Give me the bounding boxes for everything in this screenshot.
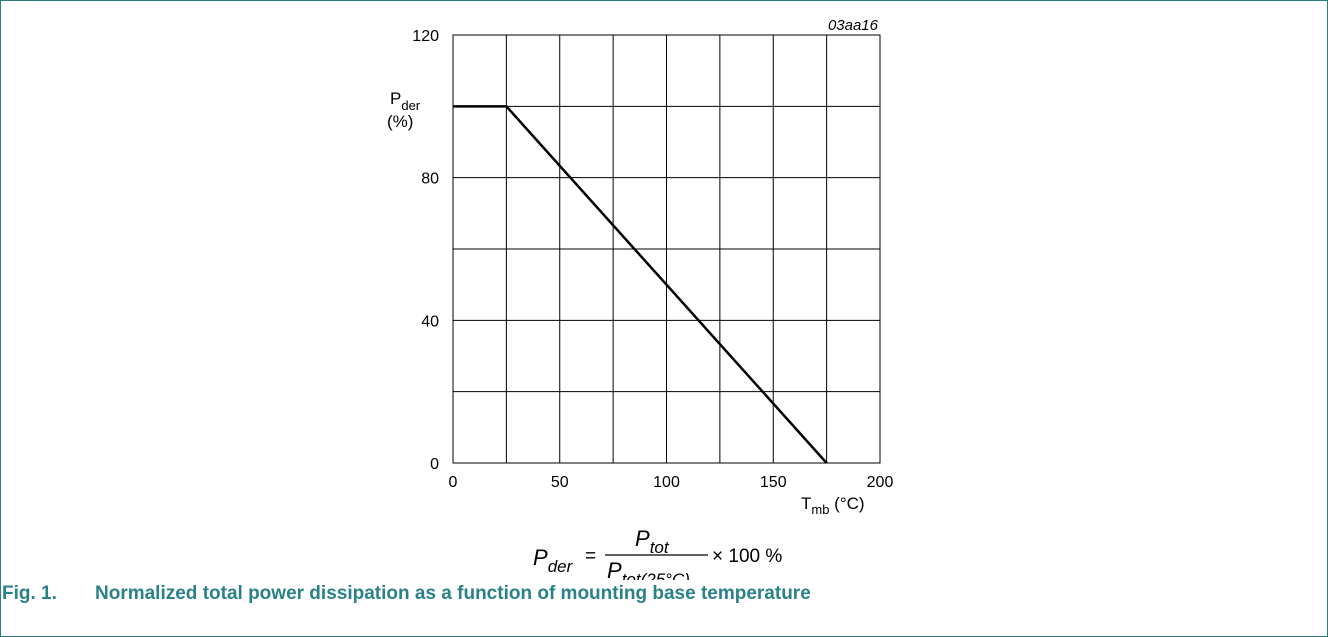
plot-area — [452, 34, 881, 464]
grid — [453, 35, 880, 463]
formula-lhs-sub: der — [548, 557, 574, 576]
y-axis-label: Pder — [390, 89, 421, 113]
formula-lhs: P — [533, 545, 548, 570]
formula-den-arg: (25°C) — [641, 570, 690, 580]
formula-tail: × 100 % — [712, 546, 782, 567]
y-tick-label: 0 — [430, 456, 439, 473]
x-tick-label: 0 — [449, 474, 458, 491]
x-tick-label: 100 — [653, 474, 680, 491]
series — [453, 105, 828, 464]
y-axis-unit: (%) — [387, 112, 413, 131]
svg-text:Ptot: Ptot — [635, 526, 670, 557]
formula: Pder = Ptot Ptot(25°C) × 100 % — [533, 526, 782, 580]
chart: 0 50 100 150 200 0 40 80 120 03aa16 Pder (%) Tmb… — [387, 17, 893, 580]
formula-num-sub: tot — [650, 538, 670, 557]
x-axis-label-unit: (°C) — [829, 494, 864, 513]
y-axis-label-main: P — [390, 89, 401, 108]
y-tick-label: 40 — [421, 313, 439, 330]
figure-code: 03aa16 — [828, 17, 879, 34]
tick-labels: 0 50 100 150 200 0 40 80 120 — [412, 28, 893, 491]
series-line — [453, 105, 828, 464]
x-tick-label: 200 — [867, 474, 894, 491]
formula-den-sub: tot — [622, 570, 642, 580]
y-axis-label-sub: der — [401, 98, 420, 113]
svg-text:Ptot(25°C): Ptot(25°C) — [607, 558, 690, 580]
svg-text:Pder: Pder — [533, 545, 574, 576]
x-axis-label: Tmb (°C) — [801, 494, 865, 517]
x-tick-label: 50 — [551, 474, 569, 491]
figure-caption-text: Normalized total power dissipation as a … — [95, 583, 811, 604]
x-tick-label: 150 — [760, 474, 787, 491]
figure-caption: Fig. 1. Normalized total power dissipatio… — [2, 583, 811, 605]
figure-number: Fig. 1. — [2, 583, 57, 604]
x-axis-label-main: T — [801, 494, 811, 513]
formula-den: P — [607, 558, 622, 580]
y-tick-label: 120 — [412, 28, 439, 45]
formula-num: P — [635, 526, 650, 551]
y-tick-label: 80 — [421, 171, 439, 188]
x-axis-label-sub: mb — [811, 502, 829, 517]
formula-eq: = — [585, 546, 596, 567]
